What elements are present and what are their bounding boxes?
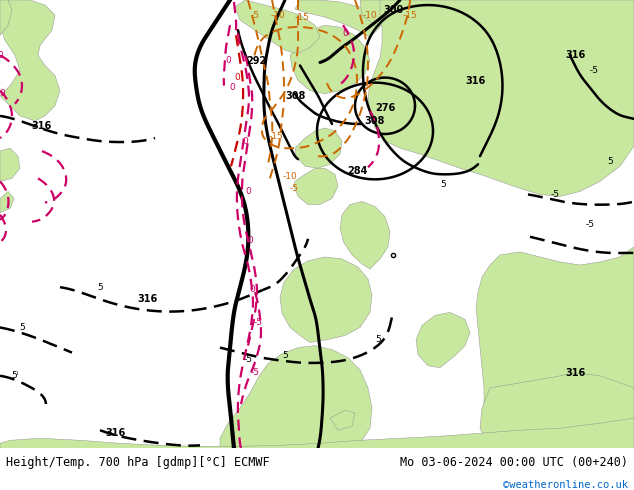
Text: 0: 0 [249,285,255,294]
Polygon shape [360,0,400,27]
Polygon shape [480,373,634,448]
Text: -15: -15 [403,11,417,20]
Text: 316: 316 [138,294,158,304]
Text: 0: 0 [234,73,240,82]
Text: 5: 5 [19,323,25,332]
Text: 5: 5 [282,351,288,360]
Text: -10: -10 [271,11,285,20]
Text: -5: -5 [250,368,259,377]
Polygon shape [290,25,370,94]
Text: -5: -5 [250,11,259,20]
Polygon shape [330,410,355,430]
Text: 284: 284 [347,166,367,176]
Text: -5: -5 [243,355,252,364]
Polygon shape [416,312,470,368]
Text: -10: -10 [283,172,297,181]
Polygon shape [0,192,14,213]
Polygon shape [235,0,320,53]
Text: 316: 316 [466,75,486,86]
Text: 5: 5 [375,335,381,344]
Text: 0: 0 [247,236,253,245]
Text: 0: 0 [342,29,348,38]
Polygon shape [294,168,338,204]
Text: 300: 300 [383,5,403,15]
Polygon shape [220,345,372,448]
Text: 5: 5 [607,157,613,166]
Text: 0: 0 [242,137,248,146]
Text: -5: -5 [550,190,559,199]
Text: 0: 0 [0,89,5,98]
Polygon shape [476,247,634,448]
Polygon shape [340,201,390,269]
Text: -15: -15 [295,13,309,22]
Text: 292: 292 [246,56,266,67]
Text: 276: 276 [375,103,395,113]
Text: 0: 0 [225,56,231,65]
Polygon shape [0,0,60,121]
Text: 316: 316 [565,368,585,378]
Text: -5: -5 [254,318,262,327]
Text: -5: -5 [586,220,595,229]
Polygon shape [295,0,380,37]
Text: Mo 03-06-2024 00:00 UTC (00+240): Mo 03-06-2024 00:00 UTC (00+240) [399,456,628,469]
Text: Height/Temp. 700 hPa [gdmp][°C] ECMWF: Height/Temp. 700 hPa [gdmp][°C] ECMWF [6,456,270,469]
Text: 308: 308 [365,116,385,126]
Text: -10: -10 [363,11,377,20]
Polygon shape [368,0,634,196]
Text: -5: -5 [590,66,598,75]
Text: 5: 5 [97,283,103,292]
Polygon shape [0,148,20,181]
Polygon shape [295,128,342,168]
Polygon shape [280,257,372,343]
Text: 316: 316 [105,428,125,438]
Text: ©weatheronline.co.uk: ©weatheronline.co.uk [503,480,628,490]
Text: -15: -15 [269,131,283,141]
Text: 5ⁱ: 5ⁱ [11,371,18,380]
Polygon shape [0,0,12,35]
Text: 316: 316 [32,121,52,131]
Text: 316: 316 [565,50,585,60]
Text: -5: -5 [290,184,299,193]
Text: 0: 0 [229,83,235,92]
Text: 0: 0 [0,51,3,60]
Text: 308: 308 [286,91,306,101]
Text: 5: 5 [440,180,446,189]
Polygon shape [0,418,634,448]
Text: 0: 0 [245,187,251,196]
